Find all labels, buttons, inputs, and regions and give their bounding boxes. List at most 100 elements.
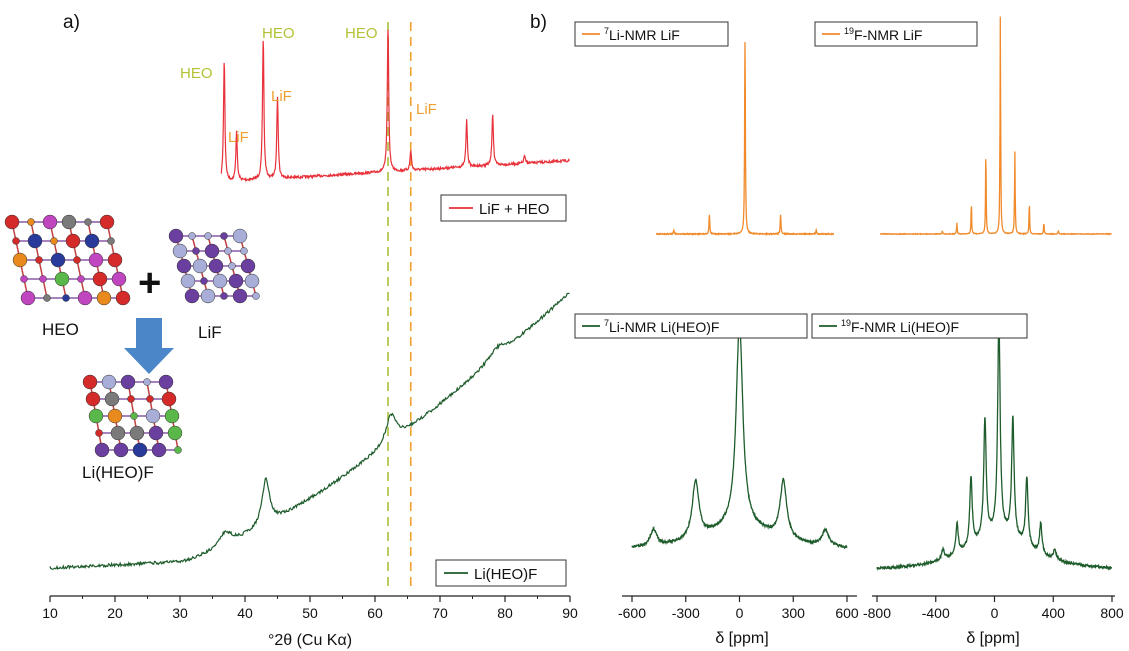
legend-li-heo-f: Li(HEO)F [435,559,567,587]
lattice-atom [99,214,115,230]
lattice-atom [143,378,151,386]
lattice-atom [113,442,129,458]
lattice-atom [27,233,43,249]
f19-li-heo-f-spectrum-line [876,315,1113,572]
lattice-atom [127,395,135,403]
lattice-atom [111,271,127,287]
lattice-atom [200,277,208,285]
f19-lif-spectrum-line [879,16,1112,236]
legend-f19-li-heo-f-text: F-NMR Li(HEO)F [851,319,959,335]
lattice-atom [174,446,182,454]
panel-label-b: b) [530,12,547,33]
reaction-arrow-icon [124,318,174,374]
lattice-atom [82,374,98,390]
lattice-atom [12,237,20,245]
nmr-f-x-tick-label: 0 [991,605,999,621]
lattice-atom [200,288,216,304]
lattice-atom [104,391,120,407]
lattice-atom [110,425,126,441]
lattice-atom [94,442,110,458]
li7-li-heo-f-spectrum-line [631,321,848,550]
legend-lif-heo: LiF + HEO [440,194,567,222]
lattice-atom [148,425,164,441]
lattice-atom [39,275,47,283]
svg-text:19F-NMR LiF: 19F-NMR LiF [844,26,922,43]
plus-sign: + [138,261,161,305]
nmr-f-x-tick-label: -800 [863,605,891,621]
legend-label-li-heo-f: Li(HEO)F [474,566,537,583]
lattice-atom [20,275,28,283]
f19-nmr-li-heo-f-plot: 19F-NMR Li(HEO)F [811,313,1113,572]
peak-label-lif-3: LiF [416,101,437,118]
nmr-li-x-ticks: -600 -300 0 300 600 [618,596,859,621]
li7-lif-spectrum-line [655,41,835,237]
series-line-lif-heo [220,29,570,183]
lattice-atom [240,258,256,274]
nmr-f-axis: -800 -400 0 400 800 δ [ppm] [863,595,1124,647]
lif-structure-label: LiF [198,323,222,342]
lattice-atom [27,218,35,226]
product-structure-label: Li(HEO)F [82,463,154,482]
lattice-atom [85,391,101,407]
lattice-atom [50,252,66,268]
lattice-atom [176,258,192,274]
nmr-li-x-axis-label: δ [ppm] [715,630,768,647]
lattice-atom [65,233,81,249]
lattice-atom [228,262,236,270]
lattice-atom [107,408,123,424]
legend-f19-li-heo-f-sup: 19 [841,318,851,328]
xrd-x-ticks: 10 20 30 40 50 60 70 80 90 [42,596,578,621]
lattice-atom [161,391,177,407]
nmr-f-x-tick-label: 800 [1100,605,1124,621]
nmr-f-x-axis-label: δ [ppm] [966,630,1019,647]
lattice-atom [20,290,36,306]
peak-label-heo-1: HEO [180,65,213,82]
lattice-atom [12,252,28,268]
lattice-atom [220,232,228,240]
product-structure-image: Li(HEO)F [82,374,183,482]
lattice-atom [167,425,183,441]
lattice-atom [146,395,154,403]
lattice-atom [204,232,212,240]
lattice-atom [35,256,43,264]
lattice-atom [212,273,228,289]
lattice-atom [220,292,228,300]
lattice-atom [184,288,200,304]
lattice-atom [84,218,92,226]
svg-text:19F-NMR Li(HEO)F: 19F-NMR Li(HEO)F [841,318,959,335]
lattice-atom [188,232,196,240]
nmr-li-x-tick-label: 0 [736,605,744,621]
legend-li7-li-heo-f-sup: 7 [604,318,609,328]
lattice-atom [4,214,20,230]
lif-structure-image: LiF [168,228,260,342]
nmr-li-axis: -600 -300 0 300 600 δ [ppm] [618,595,859,647]
lattice-atom [101,374,117,390]
lattice-atom [192,247,200,255]
xrd-x-tick-label: 90 [562,605,578,621]
lattice-atom [54,271,70,287]
lattice-atom [77,275,85,283]
peak-label-lif-2: LiF [271,88,292,105]
lattice-atom [115,290,131,306]
legend-f19-lif-sup: 19 [844,26,854,36]
xrd-x-tick-label: 30 [172,605,188,621]
peak-label-lif-1: LiF [228,129,249,146]
f19-nmr-lif-plot: 19F-NMR LiF [814,16,1112,236]
nmr-li-x-tick-label: 600 [835,605,859,621]
legend-li7-lif: 7Li-NMR LiF [574,21,729,47]
lattice-atom [62,294,70,302]
panel-label-a: a) [63,12,80,33]
li7-nmr-li-heo-f-plot: 7Li-NMR Li(HEO)F [574,313,848,550]
legend-f19-lif-text: F-NMR LiF [854,27,922,43]
lattice-atom [232,228,248,244]
svg-text:7Li-NMR LiF: 7Li-NMR LiF [604,26,680,43]
lattice-atom [244,273,260,289]
lattice-atom [228,273,244,289]
lattice-atom [164,408,180,424]
lattice-atom [73,256,81,264]
legend-li7-li-heo-f: 7Li-NMR Li(HEO)F [574,313,808,339]
lattice-atom [107,237,115,245]
nmr-li-x-tick-label: 300 [782,605,806,621]
lattice-atom [88,408,104,424]
lattice-atom [84,233,100,249]
